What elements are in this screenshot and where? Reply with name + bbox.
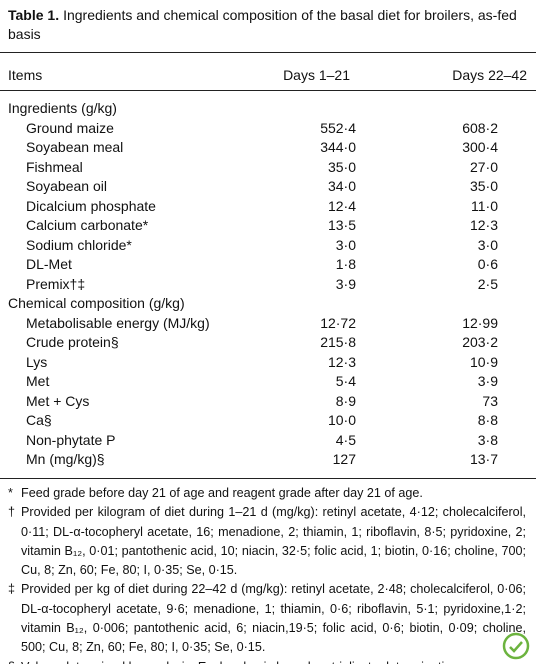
footnote: ‡ Provided per kg of diet during 22–42 d … [8,580,526,657]
cell-value: 8·9 [335,392,356,409]
row-label: Soyabean meal [26,139,124,155]
cell-value: 12·3 [327,353,356,370]
row-label: Ground maize [26,119,114,136]
top-rule [0,52,536,53]
footnote: §Values determined by analysis. Each val… [8,658,526,664]
column-header: Days 1–21 [283,67,350,83]
cell-value: 5·4 [335,373,356,389]
cell-value: 300·4 [462,139,498,155]
title-label: Table 1. [8,7,60,23]
bottom-rule [0,478,536,479]
cell-value: 73 [482,392,498,409]
cell-value: 10·0 [327,412,356,428]
column-header: Items [8,67,43,83]
cell-value: 35·0 [327,158,356,175]
row-label: Non-phytate P [26,431,116,448]
cell-value: 3·0 [477,236,498,253]
row-label: Metabolisable energy (MJ/kg) [26,314,210,331]
row-label: Ca§ [26,412,52,428]
row-label: Met + Cys [26,392,90,409]
footnote-mark: ‡ [8,582,16,597]
cell-value: 3·8 [477,431,498,448]
cell-value: 552·4 [320,119,356,136]
row-label: Dicalcium phosphate [26,197,156,214]
cell-value: 3·0 [335,236,356,253]
footnote: * Feed grade before day 21 of age and rea… [8,484,526,503]
cell-value: 1·8 [335,256,356,272]
cell-value: 12·4 [327,197,356,214]
row-label: Fishmeal [26,158,83,175]
row-label: Sodium chloride* [26,236,132,253]
cell-value: 34·0 [327,178,356,194]
cell-value: 2·5 [477,275,498,292]
footnote-text: Values determined by analysis. Each valu… [21,660,458,664]
row-label: Lys [26,353,48,370]
row-label: DL-Met [26,256,72,272]
header-rule [0,90,536,91]
cell-value: 35·0 [469,178,498,194]
title-text: Ingredients and chemical composition of … [8,7,517,42]
section-heading: Ingredients (g/kg) [8,100,117,116]
footnote-mark: § [8,658,21,664]
footnote-text: Provided per kilogram of diet during 1–2… [21,505,526,578]
cell-value: 127 [332,451,356,467]
footnote-text: Feed grade before day 21 of age and reag… [21,486,423,500]
logo-icon [502,632,530,660]
cell-value: 8·8 [477,412,498,428]
cell-value: 344·0 [320,139,356,155]
cell-value: 0·6 [477,256,498,272]
row-label: Mn (mg/kg)§ [26,451,105,467]
column-header: Days 22–42 [452,67,527,83]
table-title: Table 1. Ingredients and chemical composi… [8,6,528,44]
cell-value: 4·5 [335,431,356,448]
footnote-mark: † [8,505,16,520]
footnote-text: Provided per kg of diet during 22–42 d (… [21,582,526,655]
cell-value: 3·9 [335,275,356,292]
section-heading: Chemical composition (g/kg) [8,295,185,311]
cell-value: 608·2 [462,119,498,136]
footnote: † Provided per kilogram of diet during 1–… [8,503,526,580]
footnote-mark: * [8,486,13,500]
cell-value: 12·3 [469,217,498,233]
cell-value: 27·0 [469,158,498,175]
cell-value: 13·5 [327,217,356,233]
row-label: Premix†‡ [26,275,86,292]
cell-value: 12·72 [320,314,356,331]
cell-value: 10·9 [469,353,498,370]
cell-value: 203·2 [462,334,498,350]
footnotes: * Feed grade before day 21 of age and rea… [8,484,526,664]
row-label: Calcium carbonate* [26,217,149,233]
cell-value: 12·99 [462,314,498,331]
cell-value: 13·7 [469,451,498,467]
row-label: Met [26,373,50,389]
cell-value: 11·0 [471,197,498,214]
row-label: Crude protein§ [26,334,119,350]
row-label: Soyabean oil [26,178,107,194]
cell-value: 3·9 [477,373,498,389]
cell-value: 215·8 [320,334,356,350]
